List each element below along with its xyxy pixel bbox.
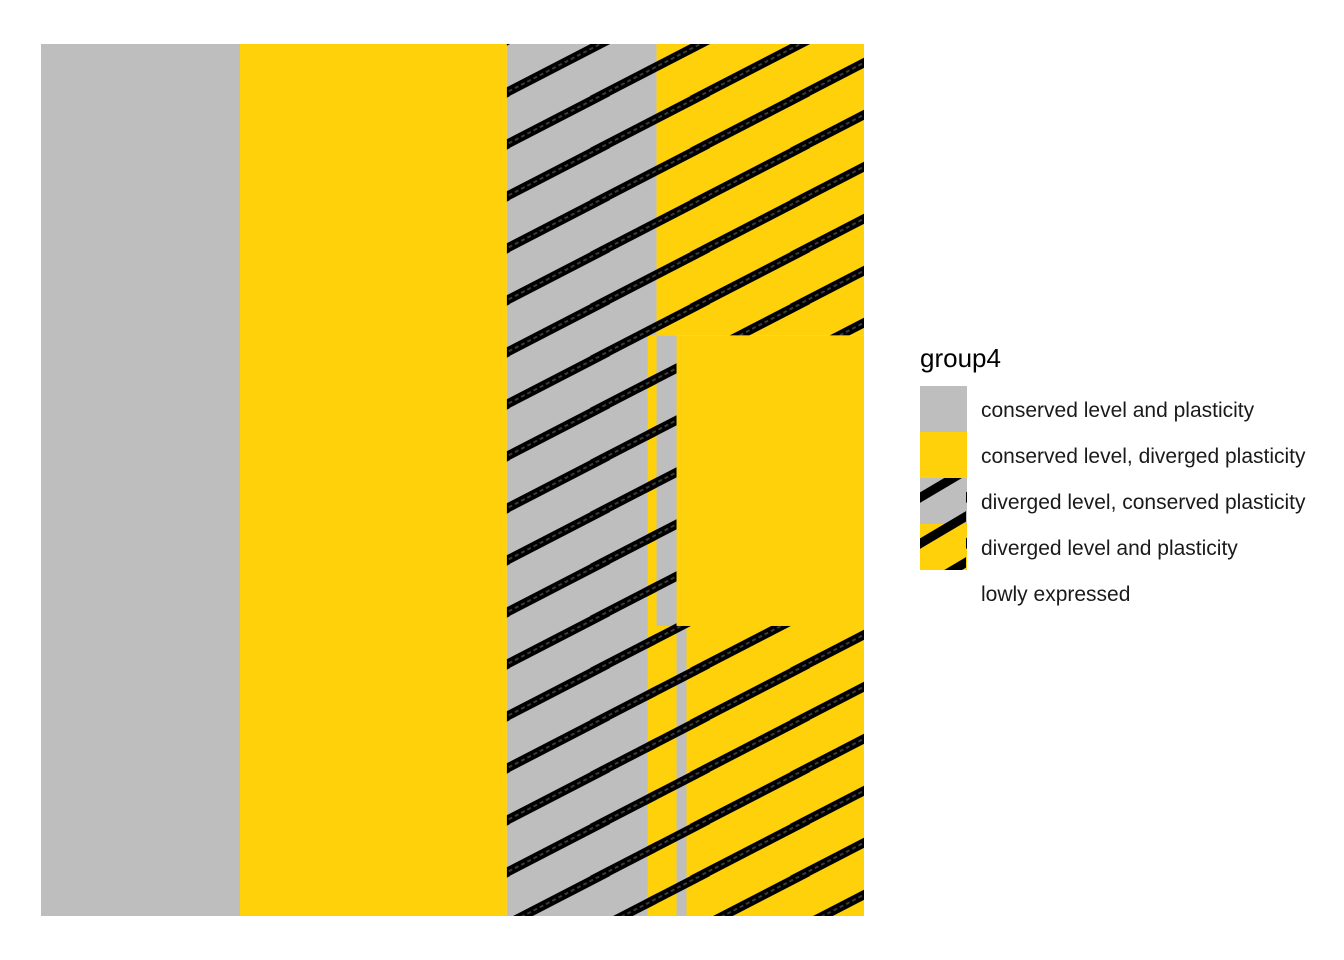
tile-stripes-diverged-level-and-plasticity-3 — [656, 44, 864, 336]
plot-area — [41, 44, 864, 916]
legend-key-conserved-level-and-plasticity — [920, 386, 967, 432]
legend-key-lowly-expressed — [920, 570, 967, 616]
legend-key-conserved-level-diverged-plasticity — [920, 432, 967, 478]
tile-stripes-diverged-level-and-plasticity-4 — [647, 335, 677, 626]
legend-label-lowly-expressed: lowly expressed — [981, 583, 1130, 606]
legend-label-diverged-level-conserved-plasticity: diverged level, conserved plasticity — [981, 491, 1306, 514]
legend-label-conserved-level-and-plasticity: conserved level and plasticity — [981, 399, 1255, 422]
legend-key-stripes-diverged-level-and-plasticity — [920, 524, 967, 570]
tile-stripes-diverged-level-and-plasticity-9 — [686, 625, 864, 916]
legend-label-conserved-level-diverged-plasticity: conserved level, diverged plasticity — [981, 445, 1306, 468]
legend: group4 conserved level and plasticity cons… — [920, 343, 1306, 616]
tile-conserved-level-and-plasticity-0 — [41, 44, 241, 916]
tile-stripes-diverged-level-and-plasticity-7 — [647, 625, 687, 916]
legend-title: group4 — [920, 343, 1001, 373]
tile-conserved-level-diverged-plasticity-5 — [676, 335, 864, 626]
legend-key-stripes-diverged-level-conserved-plasticity — [920, 478, 967, 524]
tile-stripes-diverged-level-conserved-plasticity-2 — [506, 44, 657, 916]
tile-conserved-level-diverged-plasticity-1 — [240, 44, 507, 916]
legend-label-diverged-level-and-plasticity: diverged level and plasticity — [981, 537, 1238, 560]
